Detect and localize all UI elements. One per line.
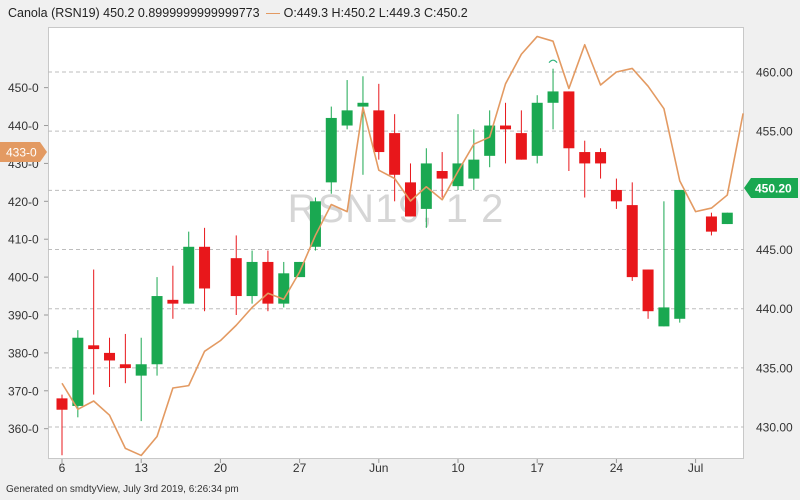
candle-body-down	[563, 91, 575, 149]
candle-body-down	[404, 182, 416, 217]
candle-body-down	[389, 133, 401, 175]
x-axis-tick-label: 6	[59, 461, 66, 475]
candle-body-up	[341, 110, 353, 126]
candle-body-up	[294, 261, 306, 278]
candle-body-down	[56, 398, 68, 410]
candle-body-up	[674, 189, 686, 319]
candle-body-up	[309, 201, 321, 247]
right-axis-tick-label: 440.00	[756, 302, 793, 316]
x-axis-tick-label: 13	[135, 461, 149, 475]
candle-body-down	[626, 205, 638, 278]
candle-body-down	[642, 269, 654, 312]
left-current-price-label: 433-0	[6, 146, 37, 160]
candle-body-down	[610, 189, 622, 202]
high-marker-icon	[548, 59, 558, 64]
x-axis-tick-label: 27	[293, 461, 307, 475]
right-axis-tick-label: 460.00	[756, 65, 793, 79]
candle-body-up	[278, 273, 290, 304]
candle-body-down	[230, 258, 242, 297]
left-axis-tick-label: 410-0	[8, 233, 39, 247]
line-series	[61, 35, 744, 457]
candle-body-down	[705, 216, 717, 232]
watermark: RSN19, 1 2	[288, 187, 505, 231]
candle-body-up	[357, 102, 369, 107]
left-axis-tick-label: 380-0	[8, 346, 39, 360]
candle-body-down	[436, 171, 448, 179]
candle-body-up	[721, 212, 733, 225]
candle-body-up	[246, 261, 258, 297]
candle-body-down	[373, 110, 385, 153]
left-axis-tick-label: 440-0	[8, 119, 39, 133]
candle-body-down	[579, 152, 591, 164]
left-axis-tick-label: 420-0	[8, 195, 39, 209]
chart-header: Canola (RSN19) 450.2 0.8999999999999773 O…	[0, 0, 800, 26]
x-axis-tick-label: 17	[531, 461, 545, 475]
candle-body-up	[183, 246, 195, 304]
candle-body-up	[151, 296, 163, 365]
candle-body-up	[452, 163, 464, 187]
candle-body-down	[500, 125, 512, 130]
left-axis-tick-label: 390-0	[8, 309, 39, 323]
candle-body-down	[104, 352, 116, 361]
candle-body-down	[595, 152, 607, 164]
candle-body-up	[531, 102, 543, 156]
right-axis-tick-label: 455.00	[756, 125, 793, 139]
candle-body-down	[199, 246, 211, 289]
left-current-price-tag	[0, 142, 47, 163]
left-axis-tick-label: 370-0	[8, 384, 39, 398]
symbol-price-change: Canola (RSN19) 450.2 0.8999999999999773	[8, 6, 260, 20]
footer-generated: Generated on smdtyView, July 3rd 2019, 6…	[6, 484, 239, 495]
candle-body-up	[547, 91, 559, 103]
x-axis-tick-label: Jul	[688, 461, 703, 475]
line-series-swatch	[265, 13, 280, 15]
x-axis-tick-label: Jun	[369, 461, 388, 475]
right-axis-tick-label: 430.00	[756, 421, 793, 435]
candle-body-down	[167, 299, 179, 304]
left-axis-tick-label: 400-0	[8, 271, 39, 285]
x-axis-tick-label: 20	[214, 461, 228, 475]
right-axis-tick-label: 445.00	[756, 243, 793, 257]
candle-body-up	[325, 117, 337, 183]
right-current-price-tag	[744, 177, 798, 198]
candle-body-down	[88, 345, 100, 350]
ohlc-readout: O:449.3 H:450.2 L:449.3 C:450.2	[283, 6, 468, 20]
x-axis-tick-label: 10	[451, 461, 465, 475]
x-axis-tick-label: 24	[610, 461, 624, 475]
candle-body-down	[262, 261, 274, 304]
candle-body-up	[72, 337, 84, 406]
legend: Canola (RSN19) 450.2 0.8999999999999773 O…	[8, 6, 468, 20]
candle-body-up	[484, 125, 496, 156]
candle-body-up	[468, 159, 480, 179]
candle-body-down	[515, 133, 527, 160]
candle-body-up	[658, 307, 670, 327]
right-axis-tick-label: 435.00	[756, 361, 793, 375]
right-current-price-label: 450.20	[755, 181, 792, 195]
left-axis-tick-label: 450-0	[8, 81, 39, 95]
candle-body-up	[135, 364, 147, 376]
candle-body-down	[119, 364, 131, 369]
left-axis-tick-label: 360-0	[8, 422, 39, 436]
